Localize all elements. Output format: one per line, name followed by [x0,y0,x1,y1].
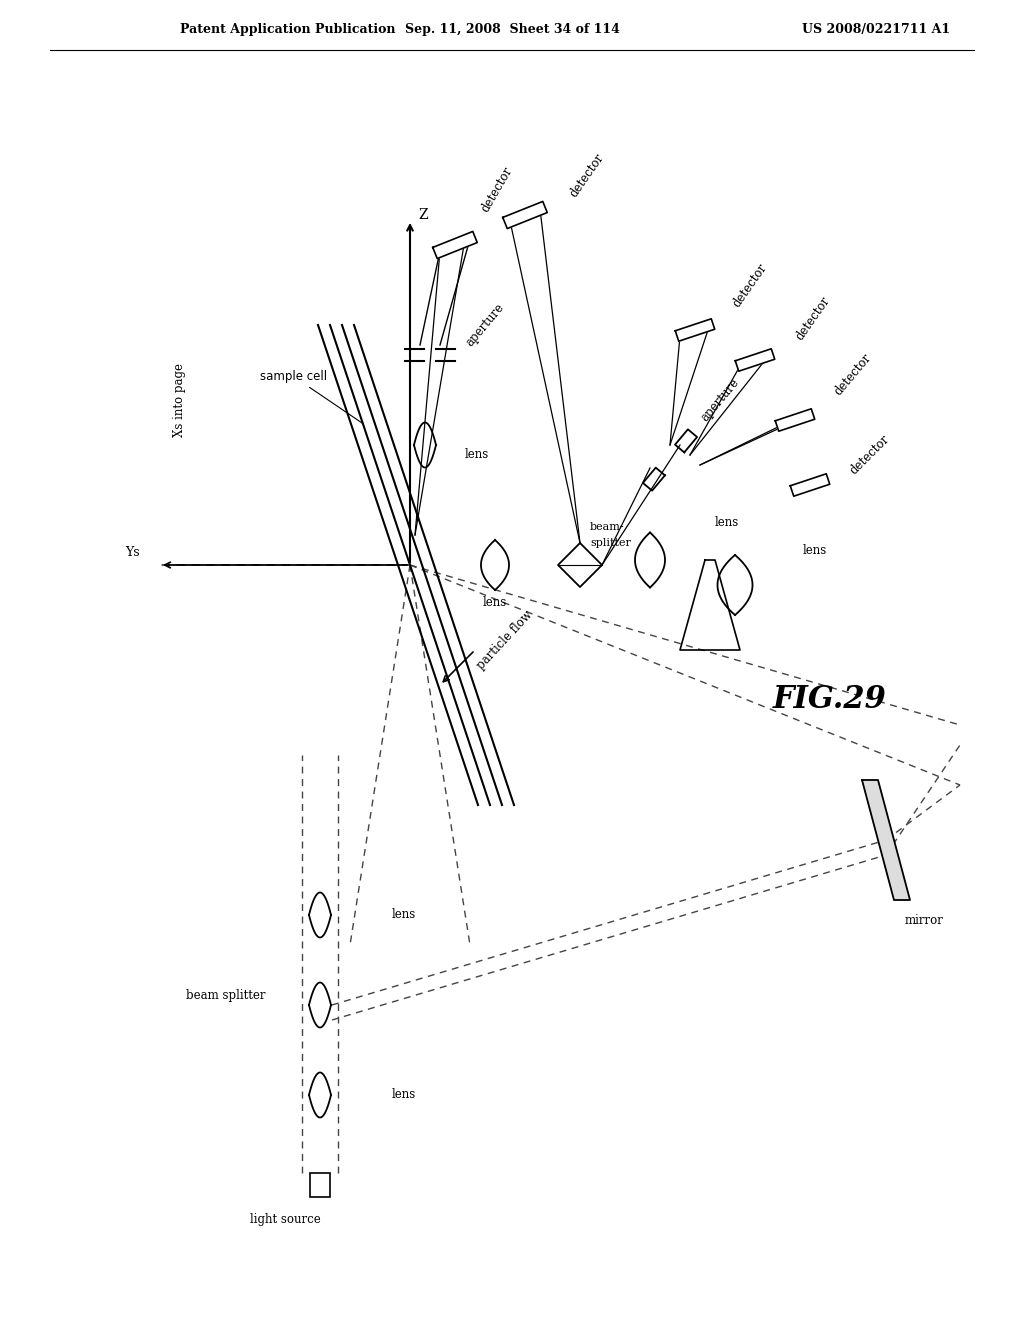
Text: detector: detector [831,351,874,399]
Text: FIG.29: FIG.29 [773,685,887,715]
Text: sample cell: sample cell [260,370,362,424]
Polygon shape [735,348,775,371]
Text: detector: detector [567,150,606,199]
Text: lens: lens [715,516,739,528]
Text: beam splitter: beam splitter [185,989,265,1002]
Text: aperture: aperture [463,301,507,348]
Text: aperture: aperture [698,376,741,424]
Text: detector: detector [730,261,770,309]
Polygon shape [675,319,715,341]
Text: Xs into page: Xs into page [173,363,186,437]
Text: lens: lens [465,449,489,462]
Text: particle flow: particle flow [475,609,536,672]
Text: US 2008/0221711 A1: US 2008/0221711 A1 [802,24,950,37]
Text: Ys: Ys [125,546,140,560]
Text: lens: lens [483,597,507,610]
Text: lens: lens [392,908,416,921]
Polygon shape [791,474,829,496]
Text: lens: lens [392,1089,416,1101]
Text: light source: light source [250,1213,321,1226]
Text: splitter: splitter [590,539,631,548]
FancyBboxPatch shape [310,1173,330,1197]
Text: mirror: mirror [905,913,944,927]
Polygon shape [503,202,547,228]
Polygon shape [433,231,477,259]
Text: Z: Z [418,209,428,222]
Text: detector: detector [794,294,833,342]
Text: Patent Application Publication: Patent Application Publication [180,24,395,37]
Text: detector: detector [848,433,892,478]
Text: lens: lens [803,544,827,557]
Polygon shape [775,409,815,432]
Text: beam-: beam- [590,521,625,532]
Text: Sep. 11, 2008  Sheet 34 of 114: Sep. 11, 2008 Sheet 34 of 114 [404,24,620,37]
Text: detector: detector [479,165,515,215]
Polygon shape [862,780,910,900]
